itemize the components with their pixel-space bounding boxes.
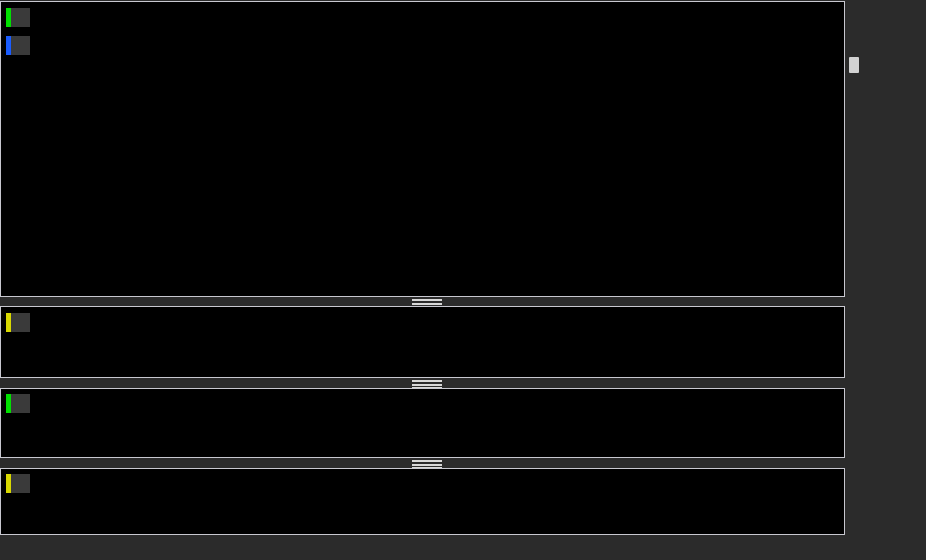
dms-lines-svg xyxy=(1,389,844,457)
obv-panel[interactable] xyxy=(0,468,845,535)
current-price-badge xyxy=(849,57,859,73)
trix-line-svg xyxy=(1,307,844,377)
obv-plot-area[interactable] xyxy=(1,469,844,534)
price-candlestick-svg xyxy=(1,2,844,296)
trix-legend[interactable] xyxy=(6,313,30,332)
price-plot-area[interactable] xyxy=(1,2,844,296)
movtrip-color-swatch xyxy=(6,36,11,55)
trix-panel[interactable] xyxy=(0,306,845,378)
dms-legend[interactable] xyxy=(6,394,30,413)
dax-color-swatch xyxy=(6,8,11,27)
trix-color-swatch xyxy=(6,313,11,332)
dms-plot-area[interactable] xyxy=(1,389,844,457)
dms-color-swatch xyxy=(6,394,11,413)
obv-color-swatch xyxy=(6,474,11,493)
obv-legend[interactable] xyxy=(6,474,30,493)
obv-line-svg xyxy=(1,469,844,534)
dax-legend[interactable] xyxy=(6,8,30,27)
price-chart-panel[interactable] xyxy=(0,1,845,297)
trix-plot-area[interactable] xyxy=(1,307,844,377)
dms-panel[interactable] xyxy=(0,388,845,458)
movtrip-legend[interactable] xyxy=(6,36,30,55)
